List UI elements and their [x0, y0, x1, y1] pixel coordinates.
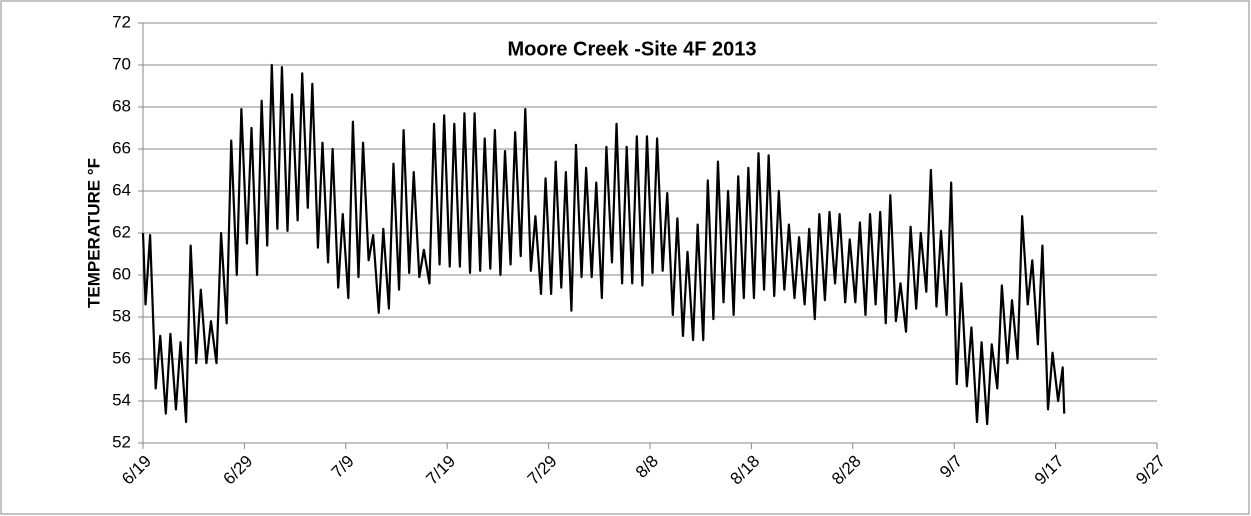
- y-tick-label: 72: [112, 12, 131, 31]
- y-axis-label: TEMPERATURE °F: [84, 158, 103, 308]
- y-tick-label: 70: [112, 54, 131, 73]
- y-tick-label: 60: [112, 264, 131, 283]
- y-tick-label: 64: [112, 180, 131, 199]
- y-tick-label: 58: [112, 306, 131, 325]
- chart-title: Moore Creek -Site 4F 2013: [508, 38, 757, 60]
- y-tick-label: 54: [112, 390, 131, 409]
- y-tick-label: 62: [112, 222, 131, 241]
- temperature-line: [141, 63, 1066, 426]
- y-tick-label: 66: [112, 138, 131, 157]
- y-tick-label: 56: [112, 348, 131, 367]
- y-tick-label: 68: [112, 96, 131, 115]
- y-tick-label: 52: [112, 432, 131, 451]
